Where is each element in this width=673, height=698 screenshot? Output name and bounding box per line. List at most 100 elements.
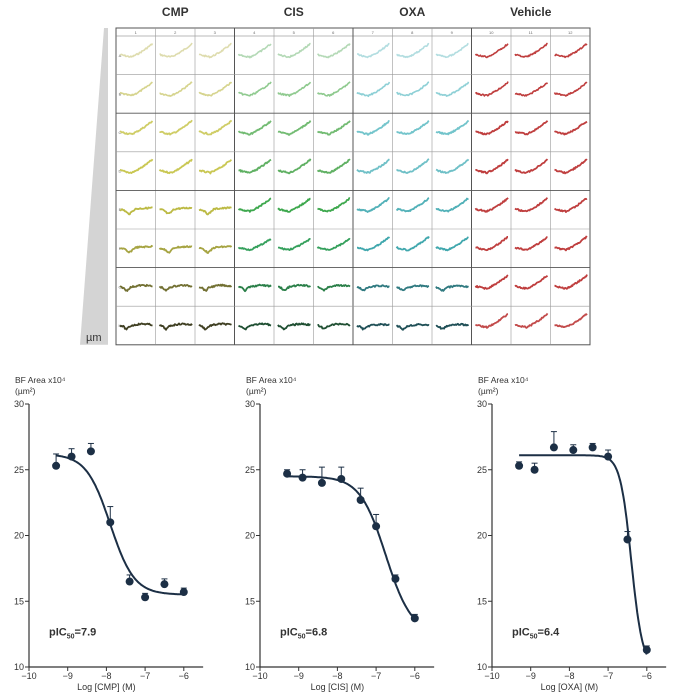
- data-point: [356, 495, 365, 504]
- well-trace-G3: [198, 283, 233, 292]
- well-trace-C4: [237, 120, 272, 136]
- well-trace-G1: [119, 283, 153, 292]
- column-label: 6: [332, 30, 335, 35]
- well-trace-G12: [554, 274, 588, 290]
- well-trace-B3: [198, 81, 233, 97]
- well-trace-E12: [554, 197, 588, 213]
- y-tick-label: 20: [477, 531, 487, 541]
- x-tick-label: −8: [564, 671, 574, 681]
- column-label: 5: [293, 30, 296, 35]
- well-trace-H8: [395, 323, 430, 331]
- data-point: [623, 535, 632, 544]
- well-trace-D5: [277, 158, 312, 175]
- well-trace-G10: [474, 274, 509, 290]
- well-trace-D12: [554, 158, 588, 175]
- x-tick-label: −9: [526, 671, 536, 681]
- well-trace-D11: [514, 158, 549, 174]
- y-tick-label: 30: [14, 399, 24, 409]
- well-trace-G4: [237, 283, 272, 293]
- well-trace-F12: [554, 235, 588, 252]
- well-trace-A9: [435, 42, 469, 59]
- concentration-wedge: [80, 28, 108, 345]
- chart-2: BF Area x10⁴(µm²) 10 15 20 25 30 −10 −9 −8 −7 −6 Lo…: [245, 375, 435, 692]
- data-point: [317, 478, 326, 487]
- well-trace-H1: [119, 322, 153, 331]
- y-tick-label: 25: [477, 465, 487, 475]
- well-trace-F8: [395, 236, 430, 252]
- y-tick-label: 20: [245, 531, 255, 541]
- well-trace-F10: [475, 236, 509, 252]
- well-trace-D4: [238, 158, 272, 174]
- pic50-prefix: pIC: [49, 626, 67, 638]
- column-label: 7: [372, 30, 375, 35]
- well-trace-H12: [554, 313, 588, 328]
- well-trace-E9: [435, 197, 469, 213]
- data-point: [67, 452, 76, 461]
- well-trace-E7: [356, 197, 390, 213]
- data-point: [372, 522, 381, 531]
- group-title-cis: CIS: [284, 5, 304, 19]
- well-trace-A6: [317, 43, 351, 59]
- chart-3: BF Area x10⁴(µm²) 10 15 20 25 30 −10 −9 −8 −7 −6 Lo…: [477, 375, 667, 692]
- data-point: [588, 443, 597, 452]
- well-trace-C3: [198, 119, 233, 136]
- data-point: [337, 474, 346, 483]
- well-trace-E11: [514, 197, 548, 213]
- well-trace-E2: [159, 206, 193, 215]
- x-tick-label: −7: [140, 671, 150, 681]
- pic50-annotation: pIC50=6.4: [512, 626, 560, 640]
- y-axis-unit: (µm²): [478, 386, 499, 396]
- column-label: 8: [411, 30, 414, 35]
- well-trace-C5: [277, 120, 312, 136]
- column-label: 3: [214, 30, 217, 35]
- well-trace-A10: [474, 43, 509, 59]
- well-trace-A8: [396, 42, 430, 59]
- y-tick-label: 20: [14, 531, 24, 541]
- well-trace-A12: [554, 43, 588, 59]
- y-tick-label: 25: [14, 465, 24, 475]
- column-label: 11: [529, 30, 534, 35]
- x-axis-label: Log [OXA] (M): [541, 682, 599, 692]
- well-trace-E3: [198, 206, 232, 216]
- data-point: [569, 446, 578, 455]
- pic50-value: =6.8: [306, 626, 328, 638]
- well-trace-G9: [435, 284, 469, 292]
- well-trace-E5: [277, 197, 311, 213]
- well-trace-D1: [119, 158, 154, 174]
- y-tick-label: 10: [14, 662, 24, 672]
- x-tick-label: −9: [63, 671, 73, 681]
- data-point: [642, 645, 651, 654]
- data-point: [530, 465, 539, 474]
- well-trace-B1: [119, 81, 153, 97]
- pic50-value: =7.9: [75, 626, 97, 638]
- data-point: [106, 518, 115, 527]
- well-trace-G6: [317, 284, 351, 292]
- well-trace-C11: [514, 120, 549, 136]
- pic50-subscript: 50: [298, 633, 306, 640]
- well-trace-A11: [514, 42, 548, 58]
- well-trace-H10: [474, 313, 509, 329]
- well-trace-C9: [435, 119, 470, 136]
- data-point: [283, 469, 292, 478]
- data-point: [86, 447, 95, 456]
- chart-1: BF Area x10⁴(µm²) 10 15 20 25 30 −10 −9 −8 −7 −6 Lo…: [14, 375, 204, 692]
- data-point: [549, 443, 558, 452]
- well-trace-H3: [198, 322, 232, 331]
- y-tick-label: 15: [477, 596, 487, 606]
- well-trace-B2: [159, 81, 193, 97]
- x-tick-label: −8: [101, 671, 111, 681]
- well-trace-B9: [435, 81, 470, 97]
- y-axis-label: BF Area x10⁴: [246, 375, 297, 385]
- well-trace-A7: [357, 42, 390, 59]
- well-trace-H7: [356, 322, 390, 331]
- y-tick-label: 30: [477, 399, 487, 409]
- well-trace-E6: [317, 197, 351, 213]
- well-trace-D10: [474, 158, 509, 175]
- well-trace-B12: [553, 81, 588, 97]
- column-label: 12: [568, 30, 573, 35]
- pic50-subscript: 50: [67, 633, 75, 640]
- y-tick-label: 25: [245, 465, 255, 475]
- well-trace-B4: [238, 81, 272, 97]
- group-title-cmp: CMP: [162, 5, 189, 19]
